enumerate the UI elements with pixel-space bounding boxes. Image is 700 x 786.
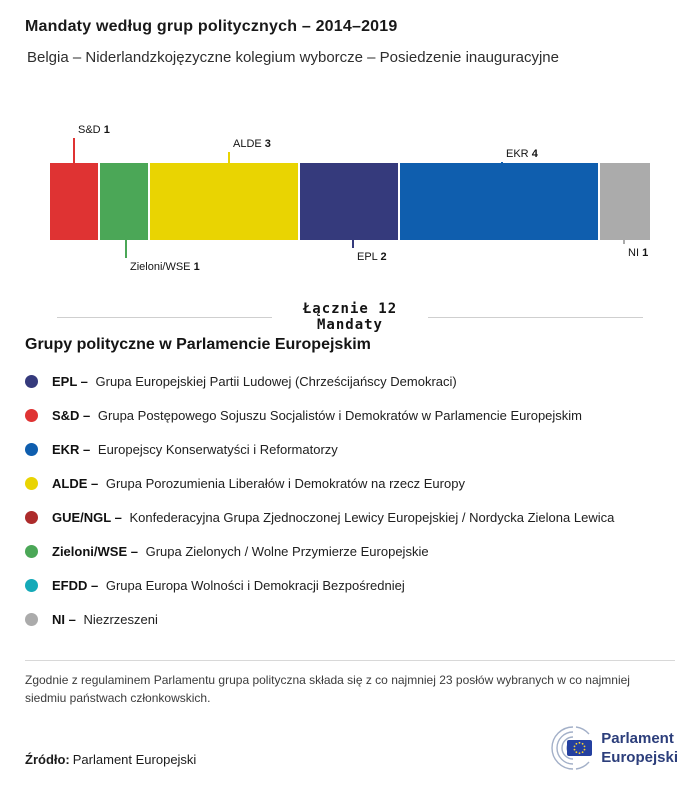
legend-heading: Grupy polityczne w Parlamencie Europejsk… — [25, 336, 371, 353]
ep-hemicycle-flag-icon — [551, 726, 593, 770]
segment-label: NI 1 — [628, 247, 649, 259]
group-color-dot-icon — [25, 408, 38, 422]
source-label: Źródło: — [25, 752, 70, 767]
legend-item: NI – Niezrzeszeni — [25, 602, 675, 636]
legend-item: S&D – Grupa Postępowego Sojuszu Socjalis… — [25, 398, 675, 432]
total-seats: Łącznie 12 Mandaty — [0, 301, 700, 333]
group-color-dot-icon — [25, 612, 38, 626]
bar-segment-s-d — [50, 163, 98, 240]
total-seats-count: Łącznie 12 — [302, 301, 398, 317]
group-color-dot-icon — [25, 442, 38, 456]
total-seats-unit: Mandaty — [316, 317, 383, 333]
group-color-dot-icon — [25, 476, 38, 490]
callout-line — [125, 240, 127, 258]
segment-label: EPL 2 — [357, 251, 387, 263]
ep-logo-text: Parlament Europejski — [601, 729, 678, 767]
segment-label: EKR 4 — [506, 148, 538, 160]
divider-line — [428, 317, 643, 318]
bar-segment-ekr — [400, 163, 598, 240]
legend-item: ALDE – Grupa Porozumienia Liberałów i De… — [25, 466, 675, 500]
group-color-dot-icon — [25, 544, 38, 558]
legend-item: EKR – Europejscy Konserwatyści i Reforma… — [25, 432, 675, 466]
legend-item-text: EKR – Europejscy Konserwatyści i Reforma… — [52, 441, 338, 457]
callout-line — [501, 162, 503, 163]
legend-item-text: EFDD – Grupa Europa Wolności i Demokracj… — [52, 577, 405, 593]
legend-item: GUE/NGL – Konfederacyjna Grupa Zjednoczo… — [25, 500, 675, 534]
divider-line — [57, 317, 272, 318]
page-subtitle: Belgia – Niderlandzkojęzyczne kolegium w… — [27, 49, 559, 66]
group-color-dot-icon — [25, 578, 38, 592]
callout-line — [228, 152, 230, 163]
bar-segment-zieloni-wse — [100, 163, 148, 240]
legend-item-text: Zieloni/WSE – Grupa Zielonych / Wolne Pr… — [52, 543, 429, 559]
bar-segment-epl — [300, 163, 398, 240]
footnote: Zgodnie z regulaminem Parlamentu grupa p… — [25, 673, 630, 705]
callout-line — [623, 240, 625, 244]
legend-item-text: NI – Niezrzeszeni — [52, 611, 158, 627]
group-color-dot-icon — [25, 374, 38, 388]
ep-logo-line1: Parlament — [601, 730, 674, 747]
legend-item-text: S&D – Grupa Postępowego Sojuszu Socjalis… — [52, 407, 583, 423]
legend-item-text: ALDE – Grupa Porozumienia Liberałów i De… — [52, 475, 465, 491]
source: Źródło: Parlament Europejski — [25, 752, 196, 767]
segment-label: ALDE 3 — [233, 138, 271, 150]
bar-segment-ni — [600, 163, 650, 240]
legend: EPL – Grupa Europejskiej Partii Ludowej … — [25, 364, 675, 636]
legend-item: Zieloni/WSE – Grupa Zielonych / Wolne Pr… — [25, 534, 675, 568]
ep-logo-line2: Europejski — [601, 749, 678, 766]
bar-segment-alde — [150, 163, 298, 240]
callout-line — [73, 138, 75, 163]
callout-line — [352, 240, 354, 248]
page-title: Mandaty według grup politycznych – 2014–… — [25, 18, 398, 35]
legend-item: EPL – Grupa Europejskiej Partii Ludowej … — [25, 364, 675, 398]
segment-label: Zieloni/WSE 1 — [130, 261, 200, 273]
segment-label: S&D 1 — [78, 124, 110, 136]
legend-item: EFDD – Grupa Europa Wolności i Demokracj… — [25, 568, 675, 602]
footnote-divider — [25, 660, 675, 661]
source-value: Parlament Europejski — [72, 752, 197, 767]
legend-item-text: GUE/NGL – Konfederacyjna Grupa Zjednoczo… — [52, 509, 615, 525]
ep-logo: Parlament Europejski — [529, 724, 678, 772]
group-color-dot-icon — [25, 510, 38, 524]
legend-item-text: EPL – Grupa Europejskiej Partii Ludowej … — [52, 373, 457, 389]
